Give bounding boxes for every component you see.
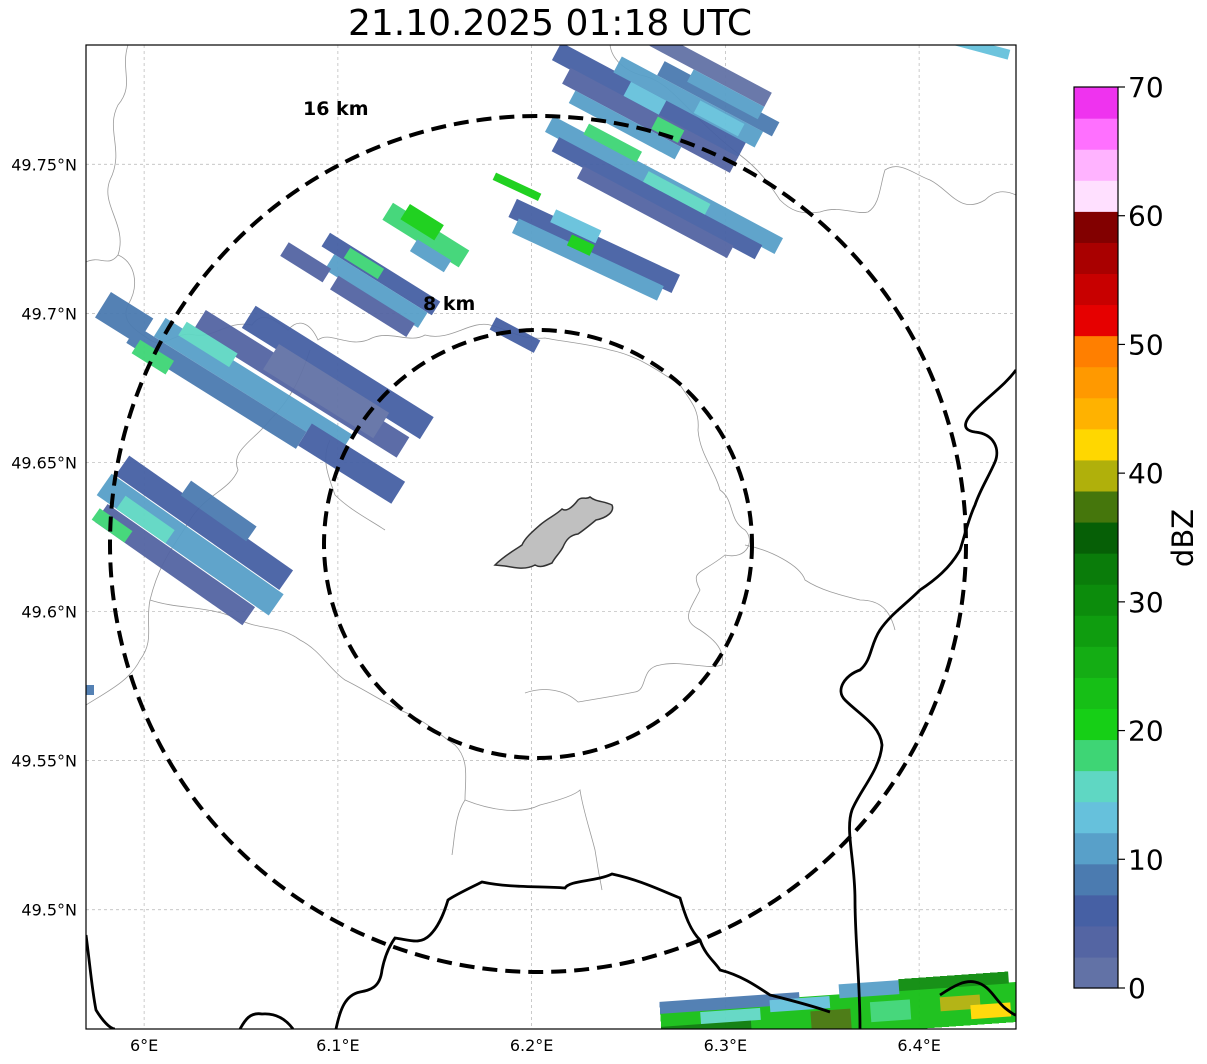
ring-label-8km: 8 km bbox=[423, 293, 475, 315]
x-tick-labels: 6°E 6.1°E 6.2°E 6.3°E 6.4°E bbox=[130, 1036, 941, 1055]
colorbar-segment bbox=[1074, 149, 1118, 181]
colorbar-segment bbox=[1074, 646, 1118, 678]
national-border bbox=[939, 980, 1016, 1017]
colorbar-segment bbox=[1074, 832, 1118, 865]
regional-boundary bbox=[464, 789, 603, 891]
colorbar-segment bbox=[1074, 211, 1118, 243]
colorbar-segment bbox=[1074, 894, 1118, 927]
x-tick-label: 6°E bbox=[130, 1036, 158, 1055]
colorbar-tick-label: 10 bbox=[1128, 843, 1164, 876]
echo-cluster bbox=[544, 116, 784, 260]
colorbar-segment bbox=[1074, 459, 1118, 492]
echo-cluster bbox=[382, 202, 470, 273]
colorbar-segment bbox=[1074, 708, 1118, 741]
colorbar-segment bbox=[1074, 521, 1118, 554]
colorbar-segment bbox=[1074, 770, 1118, 803]
echo-cluster bbox=[492, 172, 681, 301]
echo-cluster bbox=[95, 292, 434, 504]
colorbar-segment bbox=[1074, 118, 1118, 150]
y-tick-label: 49.75°N bbox=[11, 155, 77, 174]
y-tick-label: 49.5°N bbox=[21, 901, 77, 920]
colorbar-tick-label: 20 bbox=[1128, 715, 1164, 748]
regional-boundary bbox=[524, 663, 723, 703]
colorbar-segment bbox=[1074, 242, 1118, 275]
colorbar-segment bbox=[1074, 925, 1118, 958]
x-tick-label: 6.1°E bbox=[316, 1036, 360, 1055]
colorbar-label: dBZ bbox=[1166, 509, 1200, 567]
colorbar-frame bbox=[1073, 86, 1119, 989]
colorbar-segment bbox=[1074, 428, 1118, 461]
national-border bbox=[86, 934, 116, 1029]
colorbar-segment bbox=[1074, 180, 1118, 212]
colorbar-segment bbox=[1074, 739, 1118, 772]
ring-label-16km: 16 km bbox=[303, 98, 369, 120]
colorbar-segment bbox=[1074, 273, 1118, 306]
colorbar-segment bbox=[1074, 801, 1118, 834]
colorbar-tick-label: 60 bbox=[1128, 200, 1164, 233]
echo-cluster bbox=[649, 45, 772, 120]
colorbar-tick-label: 40 bbox=[1128, 457, 1164, 490]
colorbar-tick-label: 70 bbox=[1128, 71, 1164, 104]
echo-cluster bbox=[280, 232, 441, 338]
x-tick-label: 6.4°E bbox=[897, 1036, 941, 1055]
colorbar bbox=[1074, 87, 1118, 989]
range-ring-16km bbox=[108, 114, 968, 974]
colorbar-segment bbox=[1074, 863, 1118, 896]
national-border bbox=[839, 369, 1016, 1029]
national-border bbox=[334, 872, 831, 1029]
colorbar-segment bbox=[1074, 335, 1118, 368]
colorbar-segment bbox=[1074, 584, 1118, 616]
grid-lines bbox=[86, 45, 1016, 1029]
national-border bbox=[238, 1012, 295, 1029]
regional-boundary bbox=[679, 384, 750, 666]
x-tick-label: 6.3°E bbox=[704, 1036, 748, 1055]
y-tick-label: 49.55°N bbox=[11, 752, 77, 771]
y-tick-label: 49.7°N bbox=[21, 304, 77, 323]
range-ring-8km bbox=[322, 328, 754, 760]
colorbar-tick-label: 0 bbox=[1128, 972, 1146, 1005]
y-tick-labels: 49.5°N 49.55°N 49.6°N 49.65°N 49.7°N 49.75°N bbox=[11, 155, 77, 919]
x-tick-label: 6.2°E bbox=[510, 1036, 554, 1055]
y-tick-label: 49.65°N bbox=[11, 453, 77, 472]
echo-cell bbox=[489, 317, 541, 353]
colorbar-segment bbox=[1074, 397, 1118, 430]
echo-cell bbox=[86, 685, 94, 695]
city-outline bbox=[493, 496, 614, 569]
echo-cluster bbox=[659, 971, 1016, 1029]
colorbar-segment bbox=[1074, 304, 1118, 337]
colorbar-tick-label: 30 bbox=[1128, 586, 1164, 619]
colorbar-segment bbox=[1074, 366, 1118, 399]
echo-cluster bbox=[91, 455, 294, 626]
echo-cell bbox=[949, 45, 1011, 60]
national-borders bbox=[86, 369, 1016, 1029]
range-rings bbox=[108, 114, 968, 974]
colorbar-segment bbox=[1074, 677, 1118, 709]
colorbar-segment bbox=[1074, 490, 1118, 523]
colorbar-segment bbox=[1074, 615, 1118, 647]
map-title: 21.10.2025 01:18 UTC bbox=[347, 3, 753, 44]
y-tick-label: 49.6°N bbox=[21, 603, 77, 622]
colorbar-segment bbox=[1074, 553, 1118, 585]
colorbar-tick-labels: 0 10 20 30 40 50 60 70 bbox=[1118, 71, 1164, 1005]
colorbar-segment bbox=[1074, 956, 1118, 989]
plot-frame bbox=[85, 44, 1017, 1030]
colorbar-tick-label: 50 bbox=[1128, 328, 1164, 361]
regional-boundary bbox=[86, 45, 129, 263]
colorbar-segment bbox=[1074, 87, 1118, 119]
regional-boundary bbox=[744, 544, 896, 631]
